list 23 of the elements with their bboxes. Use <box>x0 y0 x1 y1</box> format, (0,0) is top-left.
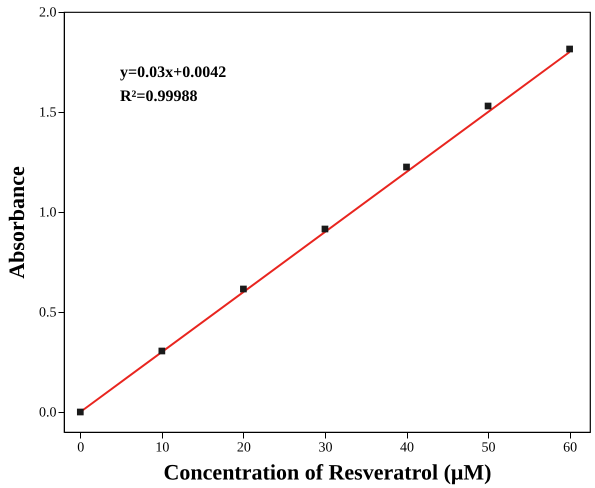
y-tick-label: 0.0 <box>39 406 56 420</box>
point <box>158 348 166 354</box>
point <box>240 286 247 292</box>
y-tick-label: 2.0 <box>39 6 56 20</box>
annotation: R²=0.99988 <box>120 88 198 105</box>
point <box>484 102 492 110</box>
x-tick-label: 60 <box>563 440 578 456</box>
point <box>322 226 328 232</box>
point <box>403 164 410 170</box>
y-tick-label: 1.0 <box>39 206 56 220</box>
point <box>76 408 84 416</box>
x-tick-label: 40 <box>400 440 414 456</box>
y-tick-label: 1.5 <box>39 106 56 120</box>
annotation: y=0.03x+0.0042 <box>120 64 226 81</box>
x-tick-label: 30 <box>318 440 332 456</box>
x-tick-label: 20 <box>236 440 251 456</box>
y-tick-label: 0.5 <box>39 306 56 320</box>
x-tick-label: 0 <box>77 440 84 456</box>
x-tick-label: 10 <box>155 440 170 456</box>
y-axis-title: Absorbance <box>4 166 29 279</box>
x-tick-label: 50 <box>482 440 496 456</box>
point <box>566 46 573 52</box>
x-axis-title: Concentration of Resveratrol (μM) <box>164 460 492 484</box>
